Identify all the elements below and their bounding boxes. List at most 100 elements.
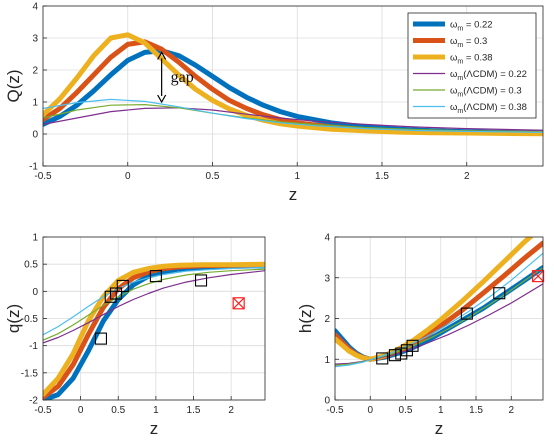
x-tick-label: 0 bbox=[367, 405, 373, 416]
y-tick-label: 0 bbox=[32, 130, 38, 141]
gap-arrow-head-down bbox=[157, 94, 167, 104]
legend-value: = 0.22 bbox=[463, 20, 492, 31]
y-tick-label: 0 bbox=[32, 287, 38, 298]
x-tick-label: -0.5 bbox=[34, 405, 52, 416]
y-tick-label: 0.5 bbox=[24, 260, 38, 271]
legend-value: (ΛCDM) = 0.22 bbox=[463, 69, 527, 80]
legend-entry: ωm(ΛCDM) = 0.22 bbox=[450, 69, 527, 82]
legend-value: = 0.38 bbox=[463, 53, 492, 64]
y-tick-label: -1 bbox=[29, 162, 38, 173]
series-line-3 bbox=[43, 261, 265, 398]
series-line-3 bbox=[43, 32, 543, 137]
x-tick-label: 1 bbox=[438, 405, 444, 416]
x-tick-label: 2 bbox=[508, 405, 514, 416]
series-line-5 bbox=[43, 268, 265, 341]
y-tick-label: 0 bbox=[324, 396, 330, 407]
x-tick-label: 1.5 bbox=[469, 405, 483, 416]
legend-box bbox=[407, 12, 537, 119]
legend-symbol: ω bbox=[450, 20, 458, 31]
legend-value: = 0.3 bbox=[463, 36, 487, 47]
x-tick-label: -0.5 bbox=[34, 171, 52, 182]
legend-subscript: m bbox=[457, 59, 463, 66]
y-tick-label: -2 bbox=[29, 396, 38, 407]
legend-entry: ωm = 0.3 bbox=[450, 36, 487, 49]
outlier-cross bbox=[532, 270, 544, 283]
x-tick-label: 0.5 bbox=[111, 405, 125, 416]
x-tick-label: 0.5 bbox=[206, 171, 220, 182]
y-tick-label: 2 bbox=[324, 314, 330, 325]
outlier-marker bbox=[531, 270, 545, 283]
y-tick-label: 4 bbox=[32, 2, 38, 13]
data-marker bbox=[388, 349, 401, 362]
data-marker bbox=[109, 287, 123, 300]
y-tick-label: 1 bbox=[32, 98, 38, 109]
x-tick-label: 0 bbox=[125, 171, 131, 182]
legend-entry: ωm(ΛCDM) = 0.3 bbox=[450, 86, 522, 99]
x-tick-label: 2 bbox=[464, 171, 470, 182]
axes-frame bbox=[334, 236, 544, 401]
x-tick-label: 1 bbox=[153, 405, 159, 416]
series-group bbox=[43, 32, 543, 137]
x-axis-label: z bbox=[435, 419, 444, 438]
legend-entry: ωm(ΛCDM) = 0.38 bbox=[450, 102, 527, 115]
legend-symbol: ω bbox=[450, 69, 458, 80]
series-group bbox=[43, 261, 265, 400]
series-line-6 bbox=[43, 266, 265, 336]
x-tick-label: 0 bbox=[78, 405, 84, 416]
data-marker bbox=[94, 332, 107, 345]
x-tick-label: 1 bbox=[294, 171, 300, 182]
y-axis-label: Q(z) bbox=[4, 69, 23, 102]
y-axis-label: h(z) bbox=[296, 304, 315, 333]
outlier-marker bbox=[232, 297, 245, 310]
x-axis-label: z bbox=[150, 419, 159, 438]
gap-annotation: gap bbox=[171, 69, 194, 86]
legend-entry: ωm = 0.38 bbox=[450, 53, 493, 66]
outlier-cross bbox=[232, 297, 245, 310]
x-tick-label: -0.5 bbox=[326, 405, 344, 416]
y-tick-label: -1 bbox=[29, 341, 38, 352]
legend-value: (ΛCDM) = 0.3 bbox=[463, 86, 521, 97]
data-marker bbox=[493, 287, 506, 300]
series-line-6 bbox=[43, 98, 543, 133]
data-marker bbox=[116, 279, 129, 292]
y-tick-label: -0.5 bbox=[21, 314, 39, 325]
legend-subscript: m bbox=[457, 26, 463, 33]
legend-symbol: ω bbox=[450, 102, 458, 113]
legend-symbol: ω bbox=[450, 36, 458, 47]
legend-subscript: m bbox=[457, 75, 463, 82]
data-marker bbox=[406, 339, 419, 352]
legend-subscript: m bbox=[457, 108, 463, 115]
legend-entry: ωm = 0.22 bbox=[450, 20, 493, 33]
y-tick-label: 2 bbox=[32, 66, 38, 77]
legend-value: (ΛCDM) = 0.38 bbox=[463, 102, 527, 113]
data-marker bbox=[460, 307, 473, 320]
axes-frame bbox=[42, 5, 544, 167]
data-marker bbox=[149, 270, 162, 283]
x-tick-label: 1.5 bbox=[187, 405, 201, 416]
legend-subscript: m bbox=[457, 42, 463, 49]
y-axis-label: q(z) bbox=[4, 304, 23, 333]
y-tick-label: 1 bbox=[32, 233, 38, 244]
legend-symbol: ω bbox=[450, 53, 458, 64]
series-line-4 bbox=[43, 107, 543, 131]
x-tick-label: 0.5 bbox=[399, 405, 413, 416]
y-tick-label: 3 bbox=[324, 273, 330, 284]
y-tick-label: 1 bbox=[324, 355, 330, 366]
gap-arrow-head-up bbox=[157, 51, 167, 60]
x-axis-label: z bbox=[289, 185, 298, 204]
chart-q: -0.5 0 0.5 1 1.5 2 -2 -1.5 -1 -0.5 0 0.5 1 z q(z) bbox=[4, 233, 266, 438]
y-tick-label: 4 bbox=[324, 233, 330, 244]
series-line-6 bbox=[335, 252, 543, 368]
legend-symbol: ω bbox=[450, 86, 458, 97]
series-line-4 bbox=[43, 270, 265, 344]
y-tick-label: -1.5 bbox=[21, 368, 39, 379]
axes-frame bbox=[42, 236, 266, 401]
y-tick-label: 3 bbox=[32, 34, 38, 45]
x-tick-label: 1.5 bbox=[375, 171, 389, 182]
data-marker bbox=[194, 274, 208, 287]
x-tick-label: 2 bbox=[228, 405, 234, 416]
